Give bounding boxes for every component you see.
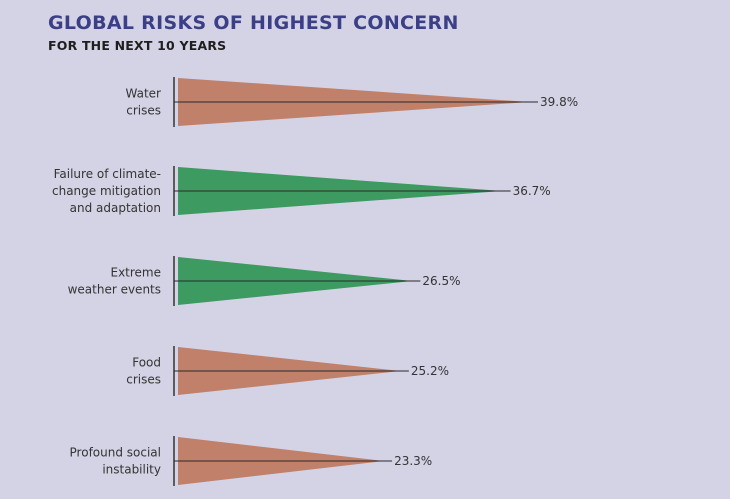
category-label: Profound social instability xyxy=(70,446,161,477)
category-label: Extreme weather events xyxy=(68,266,161,297)
category-label-line: Failure of climate- xyxy=(54,167,161,181)
category-label-line: weather events xyxy=(68,283,161,297)
category-label-line: change mitigation xyxy=(52,184,161,198)
value-label: 36.7% xyxy=(513,184,551,198)
category-label-line: Food xyxy=(132,356,161,370)
category-label: Failure of climate-change mitigation and … xyxy=(52,167,161,215)
category-label: Food crises xyxy=(126,356,161,387)
chart-title: GLOBAL RISKS OF HIGHEST CONCERN xyxy=(48,12,459,34)
value-label: 25.2% xyxy=(411,364,449,378)
chart-subtitle: FOR THE NEXT 10 YEARS xyxy=(48,38,227,53)
category-label-line: Profound social xyxy=(70,446,161,460)
value-label: 39.8% xyxy=(540,95,578,109)
category-label: Water crises xyxy=(126,87,162,118)
category-label-line: Water xyxy=(126,87,162,101)
category-label-line: Extreme xyxy=(110,266,161,280)
category-label-line: instability xyxy=(102,463,161,477)
value-label: 26.5% xyxy=(422,274,460,288)
category-label-line: crises xyxy=(126,104,161,118)
category-label-line: crises xyxy=(126,373,161,387)
category-label-line: and adaptation xyxy=(70,201,161,215)
value-label: 23.3% xyxy=(394,454,432,468)
